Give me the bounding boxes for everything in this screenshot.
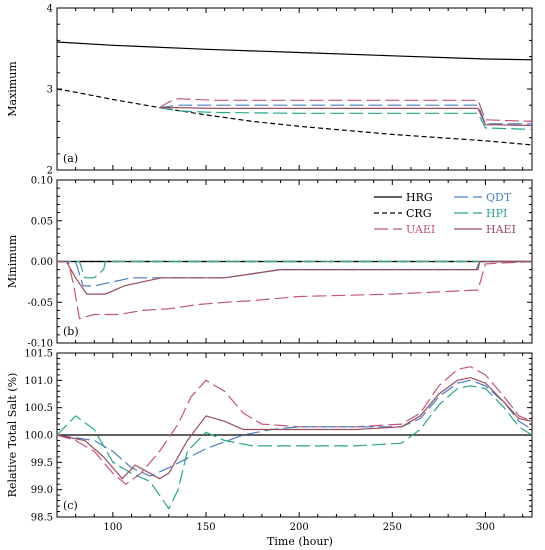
series-line-uaei — [57, 260, 533, 320]
plot-frame — [56, 7, 533, 171]
y-tick-label: 100.5 — [24, 403, 53, 414]
x-tick-label: 250 — [383, 522, 402, 533]
panels: 2 3 4 Maximum (a) -0.10 -0.05 0.00 0.05 0.10 Minim… — [6, 4, 533, 533]
y-tick-label: 101.5 — [24, 349, 53, 360]
series-line-qdt — [57, 260, 532, 287]
panel-label: (a) — [63, 152, 78, 165]
y-tick-label: 100.0 — [24, 431, 53, 442]
series-line-hpi — [159, 107, 533, 131]
y-axis-label: Maximum — [6, 61, 19, 117]
series-line-haei — [159, 106, 533, 127]
y-tick-label: 3 — [47, 85, 53, 96]
y-tick-label: -0.05 — [27, 298, 53, 309]
series-line-hpi — [57, 260, 532, 279]
series-line-haei — [56, 376, 533, 480]
series-line-hrg — [56, 41, 533, 61]
x-tick-label: 200 — [290, 522, 309, 533]
y-axis-label: Relative Total Salt (%) — [6, 373, 19, 498]
panel-label: (b) — [63, 325, 79, 338]
series-line-uaei — [159, 98, 533, 122]
y-tick-label: 98.5 — [31, 513, 53, 524]
y-tick-label: 101.0 — [24, 376, 53, 387]
legend: HRG CRG UAEI QDT HPI HAEI — [374, 191, 516, 236]
y-tick-label: 2 — [47, 166, 53, 177]
series-line-haei — [57, 260, 532, 295]
panel-1: -0.10 -0.05 0.00 0.05 0.10 Minimum (b) HRG CRG UA… — [6, 176, 533, 350]
y-tick-label: -0.10 — [27, 339, 53, 350]
y-tick-label: 0.00 — [31, 257, 53, 268]
y-tick-label: 0.10 — [31, 176, 53, 187]
x-tick-label: 100 — [103, 522, 122, 533]
x-tick-label: 300 — [476, 522, 495, 533]
y-tick-label: 99.5 — [31, 458, 53, 469]
y-axis-label: Minimum — [6, 234, 19, 288]
legend-label-hpi: HPI — [486, 207, 507, 220]
y-tick-label: 99.0 — [31, 485, 53, 496]
series-line-qdt — [56, 379, 533, 477]
x-axis-label: Time (hour) — [267, 535, 333, 548]
y-tick-label: 4 — [47, 4, 53, 15]
series-line-crg — [56, 88, 533, 146]
legend-label-crg: CRG — [406, 207, 432, 220]
series-line-hpi — [56, 385, 533, 510]
series-line-uaei — [56, 366, 533, 485]
panel-2: 98.5 99.0 99.5 100.0 100.5 101.0 101.5 100 150 20… — [6, 349, 533, 533]
y-tick-label: 0.05 — [31, 216, 53, 227]
legend-label-uaei: UAEI — [406, 223, 435, 236]
panel-label: (c) — [63, 499, 78, 512]
x-tick-label: 150 — [196, 522, 215, 533]
legend-label-hrg: HRG — [406, 191, 433, 204]
legend-label-haei: HAEI — [486, 223, 516, 236]
legend-label-qdt: QDT — [486, 191, 512, 204]
panel-0: 2 3 4 Maximum (a) — [6, 4, 533, 177]
